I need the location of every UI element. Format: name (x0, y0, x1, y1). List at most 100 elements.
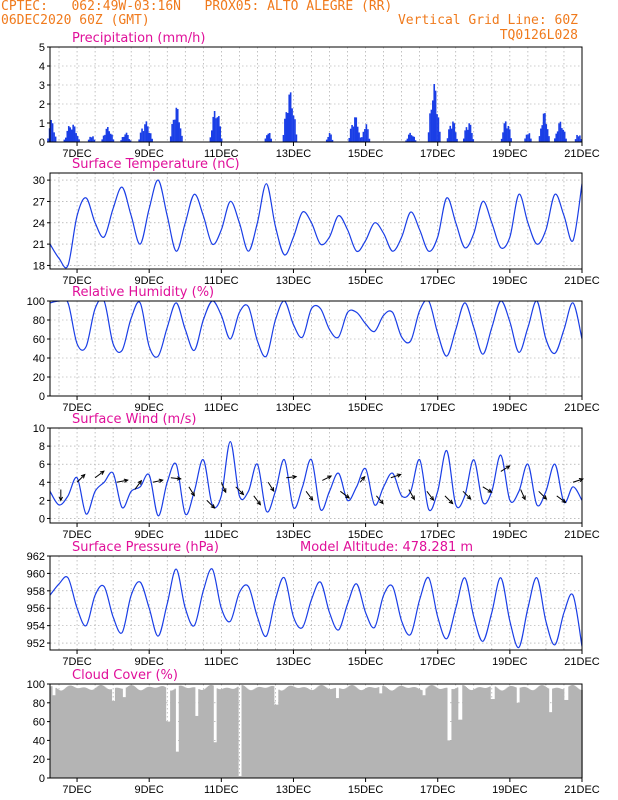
cloud-bar (242, 685, 245, 778)
cloud-bar (579, 689, 581, 778)
wind-arrow-head (505, 465, 511, 470)
cloud-bar (491, 699, 493, 778)
cloud-bar (411, 687, 413, 778)
cloud-bar (269, 686, 272, 778)
cloud-bar (477, 687, 479, 778)
cloud-bar (165, 721, 168, 778)
cloud-bar (430, 685, 433, 778)
cloud-bar (475, 688, 477, 778)
wind-arrow (444, 495, 453, 504)
cloud-bar (80, 687, 82, 778)
cloud-bar (362, 689, 365, 778)
precip-bar (407, 134, 410, 142)
wind-arrow (340, 490, 350, 499)
y-tick-label: 40 (33, 353, 45, 365)
cloud-bar (346, 687, 348, 778)
precip-bar (580, 139, 583, 142)
cloud-bar (560, 688, 563, 778)
cloud-bar (73, 687, 76, 778)
precip-bar (267, 133, 270, 142)
cloud-bar (127, 686, 130, 778)
precip-bar (565, 138, 567, 142)
cloud-bar (559, 688, 562, 778)
x-tick-label: 21DEC (564, 656, 600, 668)
x-tick-label: 17DEC (420, 148, 456, 160)
cloud-bar (474, 688, 476, 778)
cloud-bar (323, 686, 326, 778)
y-tick-label: 27 (33, 196, 45, 208)
cloud-bar (468, 689, 471, 778)
cloud-bar (174, 688, 176, 778)
wind-arrow-head (466, 495, 472, 500)
wind-arrow (520, 489, 526, 500)
precip-bar (139, 132, 142, 142)
cloud-bar (412, 687, 414, 778)
wind-arrow-head (292, 474, 298, 480)
cloud-bar (132, 685, 134, 778)
cloud-bar (447, 740, 449, 778)
panel-3 (47, 300, 583, 400)
cloud-bar (196, 715, 198, 778)
cloud-bar (301, 687, 303, 778)
precip-bar (545, 124, 548, 142)
precip-bar (356, 126, 359, 142)
wind-arrow-head (345, 494, 351, 499)
cloud-bar (345, 688, 347, 778)
precip-bar (355, 117, 358, 142)
precip-bar (368, 138, 371, 142)
cloud-bar (446, 687, 448, 778)
wind-arrow (305, 491, 314, 501)
cloud-bar (311, 690, 314, 778)
wind-arrow (76, 474, 86, 483)
cloud-bar (417, 688, 420, 778)
cloud-bar (236, 687, 238, 778)
cloud-bar (108, 689, 110, 778)
panel-frame (49, 300, 583, 397)
cloud-bar (177, 751, 180, 778)
cloud-bar (139, 690, 142, 778)
cloud-bar (360, 690, 363, 778)
cloud-bar (543, 685, 545, 778)
cloud-bar (496, 688, 499, 778)
y-tick-label: 60 (33, 717, 45, 729)
cloud-bar (113, 700, 116, 778)
cloud-bar (363, 689, 366, 778)
cloud-bar (137, 689, 140, 778)
x-tick-label: 11DEC (204, 529, 239, 541)
x-tick-label: 15DEC (348, 275, 384, 287)
precip-bar (169, 136, 172, 142)
cloud-bar (282, 690, 285, 778)
wind-arrow (253, 495, 261, 505)
cloud-bar (517, 702, 519, 778)
y-tick-label: 956 (27, 603, 45, 615)
x-tick-label: 15DEC (348, 402, 384, 414)
cloud-bar (186, 687, 188, 778)
cloud-bar (375, 687, 378, 778)
y-tick-label: 18 (33, 260, 45, 272)
cloud-bar (350, 685, 353, 778)
header-line1: CPTEC: 062:49W-03:16N PROX05: ALTO ALEGR… (1, 0, 393, 14)
cloud-bar (371, 687, 373, 778)
cloud-bar (277, 704, 279, 778)
wind-arrow (170, 477, 181, 480)
cloud-bar (248, 689, 250, 778)
precip-bar (548, 136, 550, 142)
cloud-bar (421, 690, 423, 778)
cloud-bar (309, 689, 312, 778)
wind-arrow (188, 486, 195, 496)
precip-bar (555, 133, 558, 142)
wind-arrow (426, 491, 434, 501)
cloud-bar (288, 686, 290, 778)
cloud-bar (229, 688, 232, 778)
precip-bar (576, 134, 578, 142)
cloud-bar (454, 688, 457, 778)
cloud-bar (525, 687, 527, 778)
cloud-bar (541, 685, 543, 778)
cloud-bar (473, 689, 475, 778)
header-line2-right: Vertical Grid Line: 60Z (397, 13, 578, 28)
cloud-bar (198, 689, 200, 778)
panel-6 (47, 683, 583, 782)
cloud-bar (307, 688, 310, 778)
x-tick-label: 17DEC (420, 275, 456, 287)
cloud-bar (285, 687, 288, 778)
